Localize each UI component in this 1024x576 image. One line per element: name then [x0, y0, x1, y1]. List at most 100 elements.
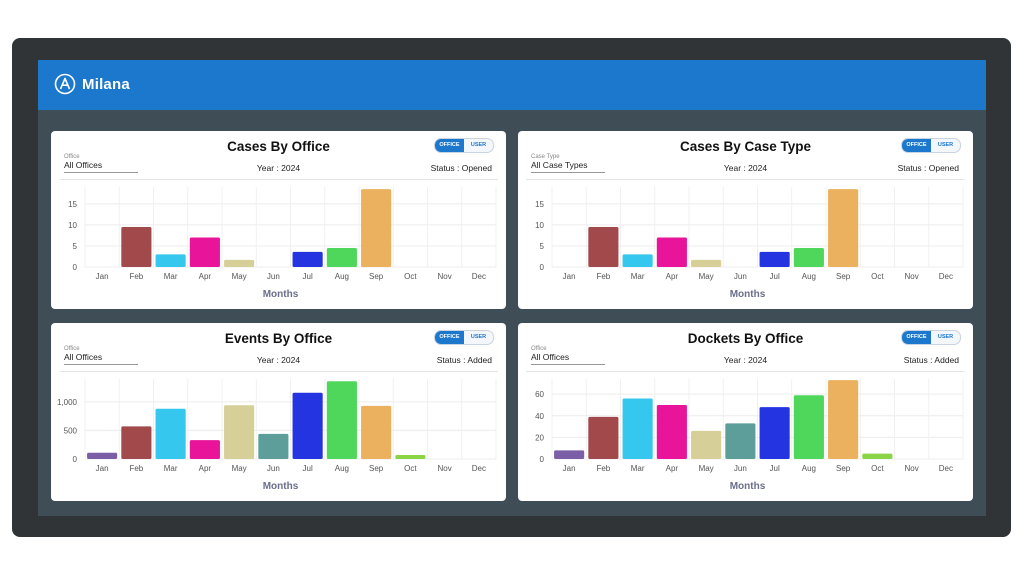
y-tick-label: 40 [535, 412, 544, 421]
x-tick-label: Jan [563, 272, 576, 281]
x-tick-label: Sep [836, 464, 851, 473]
bar-jan[interactable] [554, 450, 585, 459]
bar-may[interactable] [691, 259, 722, 267]
card-dockets-by-office: Dockets By Office OFFICE USER Office All… [518, 323, 973, 501]
x-tick-label: Nov [438, 464, 452, 473]
x-tick-label: Apr [199, 464, 212, 473]
x-tick-label: Apr [199, 272, 212, 281]
select-label: Office [531, 346, 547, 352]
select-label: Office [64, 346, 80, 352]
x-tick-label: Mar [631, 272, 645, 281]
bar-sep[interactable] [828, 380, 859, 459]
office-user-toggle[interactable]: OFFICE USER [901, 138, 961, 153]
x-tick-label: Jan [563, 464, 576, 473]
bar-may[interactable] [691, 430, 722, 459]
bar-sep[interactable] [361, 405, 392, 459]
toggle-office[interactable]: OFFICE [435, 139, 464, 152]
bar-chart: 0 5 10 15 Jan Feb Mar Apr May Jun Jul Aug Sep Oct Nov D… [68, 187, 497, 300]
toggle-user[interactable]: USER [937, 334, 954, 340]
bar-aug[interactable] [793, 395, 824, 459]
toggle-office[interactable]: OFFICE [435, 331, 464, 344]
bar-jul[interactable] [759, 251, 790, 267]
x-tick-label: Aug [802, 272, 816, 281]
bar-chart: 0 500 1,000 Jan Feb Mar Apr May Jun Jul Aug Sep Oct N… [57, 379, 497, 492]
office-select[interactable]: Office All Offices [64, 346, 138, 365]
toggle-office[interactable]: OFFICE [902, 331, 931, 344]
bar-jan[interactable] [87, 452, 118, 459]
bar-sep[interactable] [361, 189, 392, 267]
toggle-office[interactable]: OFFICE [902, 139, 931, 152]
x-tick-label: Apr [666, 464, 679, 473]
x-tick-label: Jul [770, 272, 780, 281]
card-title: Events By Office [224, 331, 333, 346]
app-name: Milana [82, 75, 130, 93]
x-tick-label: Feb [596, 464, 610, 473]
x-tick-label: Nov [905, 272, 919, 281]
bar-apr[interactable] [656, 404, 687, 459]
x-tick-label: Oct [404, 464, 417, 473]
brand-logo[interactable]: Milana [54, 73, 130, 95]
x-tick-label: May [232, 464, 247, 473]
x-tick-label: Sep [369, 464, 384, 473]
bar-apr[interactable] [189, 237, 220, 267]
select-label: Office [64, 154, 80, 160]
bar-aug[interactable] [326, 381, 357, 459]
x-tick-label: Feb [596, 272, 610, 281]
bar-chart: 0 5 10 15 Jan Feb Mar Apr May Jun Jul Aug Sep Oct Nov D… [535, 187, 964, 300]
y-tick-label: 15 [68, 200, 77, 209]
x-axis-title: Months [263, 481, 299, 492]
status-label: Status : Added [903, 355, 959, 365]
office-user-toggle[interactable]: OFFICE USER [434, 330, 494, 345]
bar-mar[interactable] [622, 398, 653, 459]
bar-apr[interactable] [656, 237, 687, 267]
bar-feb[interactable] [588, 227, 619, 267]
status-label: Status : Opened [897, 163, 959, 173]
bar-may[interactable] [224, 259, 255, 267]
bar-jul[interactable] [292, 251, 323, 267]
card-cases-by-case-type: Cases By Case Type OFFICE USER Case Type… [518, 131, 973, 309]
office-user-toggle[interactable]: OFFICE USER [434, 138, 494, 153]
bar-may[interactable] [224, 405, 255, 459]
bar-sep[interactable] [828, 189, 859, 267]
bar-jul[interactable] [292, 392, 323, 459]
x-tick-label: Jul [303, 464, 313, 473]
bar-mar[interactable] [155, 254, 186, 267]
toggle-user[interactable]: USER [470, 142, 487, 148]
card-title: Cases By Office [227, 139, 330, 154]
x-tick-label: Mar [631, 464, 645, 473]
bar-feb[interactable] [121, 426, 152, 459]
bar-oct[interactable] [862, 453, 893, 459]
case-type-select[interactable]: Case Type All Case Types [531, 154, 605, 173]
office-user-toggle[interactable]: OFFICE USER [901, 330, 961, 345]
bar-aug[interactable] [793, 248, 824, 267]
office-select[interactable]: Office All Offices [531, 346, 605, 365]
select-value: All Case Types [531, 160, 588, 170]
bar-jul[interactable] [759, 407, 790, 459]
x-tick-label: May [232, 272, 247, 281]
bar-jun[interactable] [258, 433, 289, 459]
bar-mar[interactable] [622, 254, 653, 267]
y-tick-label: 0 [540, 263, 545, 272]
select-value: All Offices [64, 160, 103, 170]
status-label: Status : Opened [430, 163, 492, 173]
divider [59, 179, 498, 180]
bar-oct[interactable] [395, 455, 426, 459]
bar-chart: 0 20 40 60 Jan Feb Mar Apr May Jun Jul Aug Sep Oct Nov… [535, 379, 964, 492]
y-tick-label: 60 [535, 390, 544, 399]
divider [59, 371, 498, 372]
select-value: All Offices [531, 352, 570, 362]
bar-feb[interactable] [588, 416, 619, 459]
toggle-user[interactable]: USER [470, 334, 487, 340]
year-label: Year : 2024 [256, 355, 301, 365]
bar-apr[interactable] [189, 440, 220, 459]
select-label: Case Type [531, 154, 560, 160]
bar-jun[interactable] [725, 423, 756, 459]
milana-logo-icon [54, 73, 76, 95]
office-select[interactable]: Office All Offices [64, 154, 138, 173]
bar-mar[interactable] [155, 408, 186, 459]
bar-aug[interactable] [326, 248, 357, 267]
x-tick-label: Sep [836, 272, 851, 281]
bar-feb[interactable] [121, 227, 152, 267]
x-tick-label: Aug [335, 272, 349, 281]
toggle-user[interactable]: USER [937, 142, 954, 148]
